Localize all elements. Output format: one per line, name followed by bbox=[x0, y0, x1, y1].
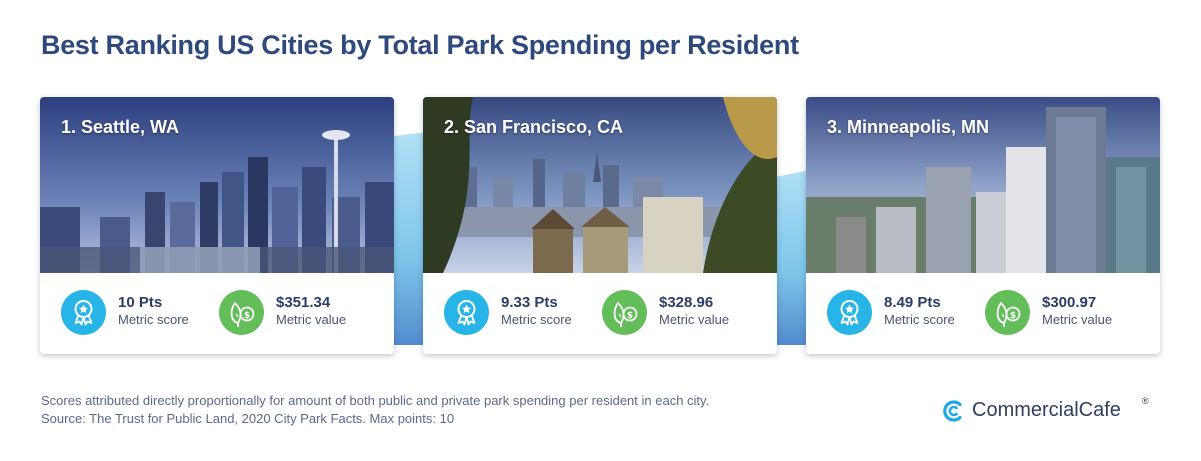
city-card-seattle: 1. Seattle, WA 10 Pts Metric score $ $35… bbox=[40, 97, 394, 354]
metric-score: 10 Pts Metric score bbox=[61, 290, 211, 336]
metric-amount: $328.96 bbox=[659, 294, 714, 311]
city-title: 3. Minneapolis, MN bbox=[827, 117, 990, 137]
page-title: Best Ranking US Cities by Total Park Spe… bbox=[41, 30, 799, 60]
svg-text:$: $ bbox=[1010, 311, 1016, 321]
city-card-san-francisco: 2. San Francisco, CA 9.33 Pts Metric sco… bbox=[423, 97, 777, 354]
score-value: 10 Pts bbox=[118, 294, 163, 311]
logo-text: CommercialCafe bbox=[972, 399, 1121, 421]
award-ribbon-icon bbox=[444, 290, 489, 335]
metric-value: $ $328.96 Metric value bbox=[602, 290, 762, 336]
metric-amount-label: Metric value bbox=[276, 312, 347, 327]
footnote-source: Source: The Trust for Public Land, 2020 … bbox=[41, 411, 455, 426]
score-value: 8.49 Pts bbox=[884, 294, 941, 311]
score-label: Metric score bbox=[118, 312, 189, 327]
score-value: 9.33 Pts bbox=[501, 294, 558, 311]
brand-logo: CommercialCafe ® bbox=[940, 396, 1160, 426]
score-label: Metric score bbox=[501, 312, 572, 327]
award-ribbon-icon bbox=[61, 290, 106, 335]
metric-value: $ $300.97 Metric value bbox=[985, 290, 1145, 336]
score-label: Metric score bbox=[884, 312, 955, 327]
city-card-minneapolis: 3. Minneapolis, MN 8.49 Pts Metric score… bbox=[806, 97, 1160, 354]
metric-amount: $351.34 bbox=[276, 294, 331, 311]
metric-amount-label: Metric value bbox=[659, 312, 730, 327]
svg-text:$: $ bbox=[244, 311, 250, 321]
metric-score: 9.33 Pts Metric score bbox=[444, 290, 594, 336]
city-title: 2. San Francisco, CA bbox=[444, 117, 624, 137]
registered-mark: ® bbox=[1142, 396, 1149, 406]
money-tree-icon: $ bbox=[985, 290, 1030, 335]
money-tree-icon: $ bbox=[602, 290, 647, 335]
commercialcafe-logo-icon bbox=[943, 400, 962, 422]
award-ribbon-icon bbox=[827, 290, 872, 335]
money-tree-icon: $ bbox=[219, 290, 264, 335]
footnote-method: Scores attributed directly proportionall… bbox=[41, 393, 710, 408]
metric-score: 8.49 Pts Metric score bbox=[827, 290, 977, 336]
metric-amount-label: Metric value bbox=[1042, 312, 1113, 327]
city-title: 1. Seattle, WA bbox=[61, 117, 180, 137]
svg-text:$: $ bbox=[627, 311, 633, 321]
city-photo-san-francisco bbox=[423, 97, 777, 273]
city-photo-seattle bbox=[40, 97, 394, 273]
metric-amount: $300.97 bbox=[1042, 294, 1097, 311]
city-photo-minneapolis bbox=[806, 97, 1160, 273]
metric-value: $ $351.34 Metric value bbox=[219, 290, 379, 336]
